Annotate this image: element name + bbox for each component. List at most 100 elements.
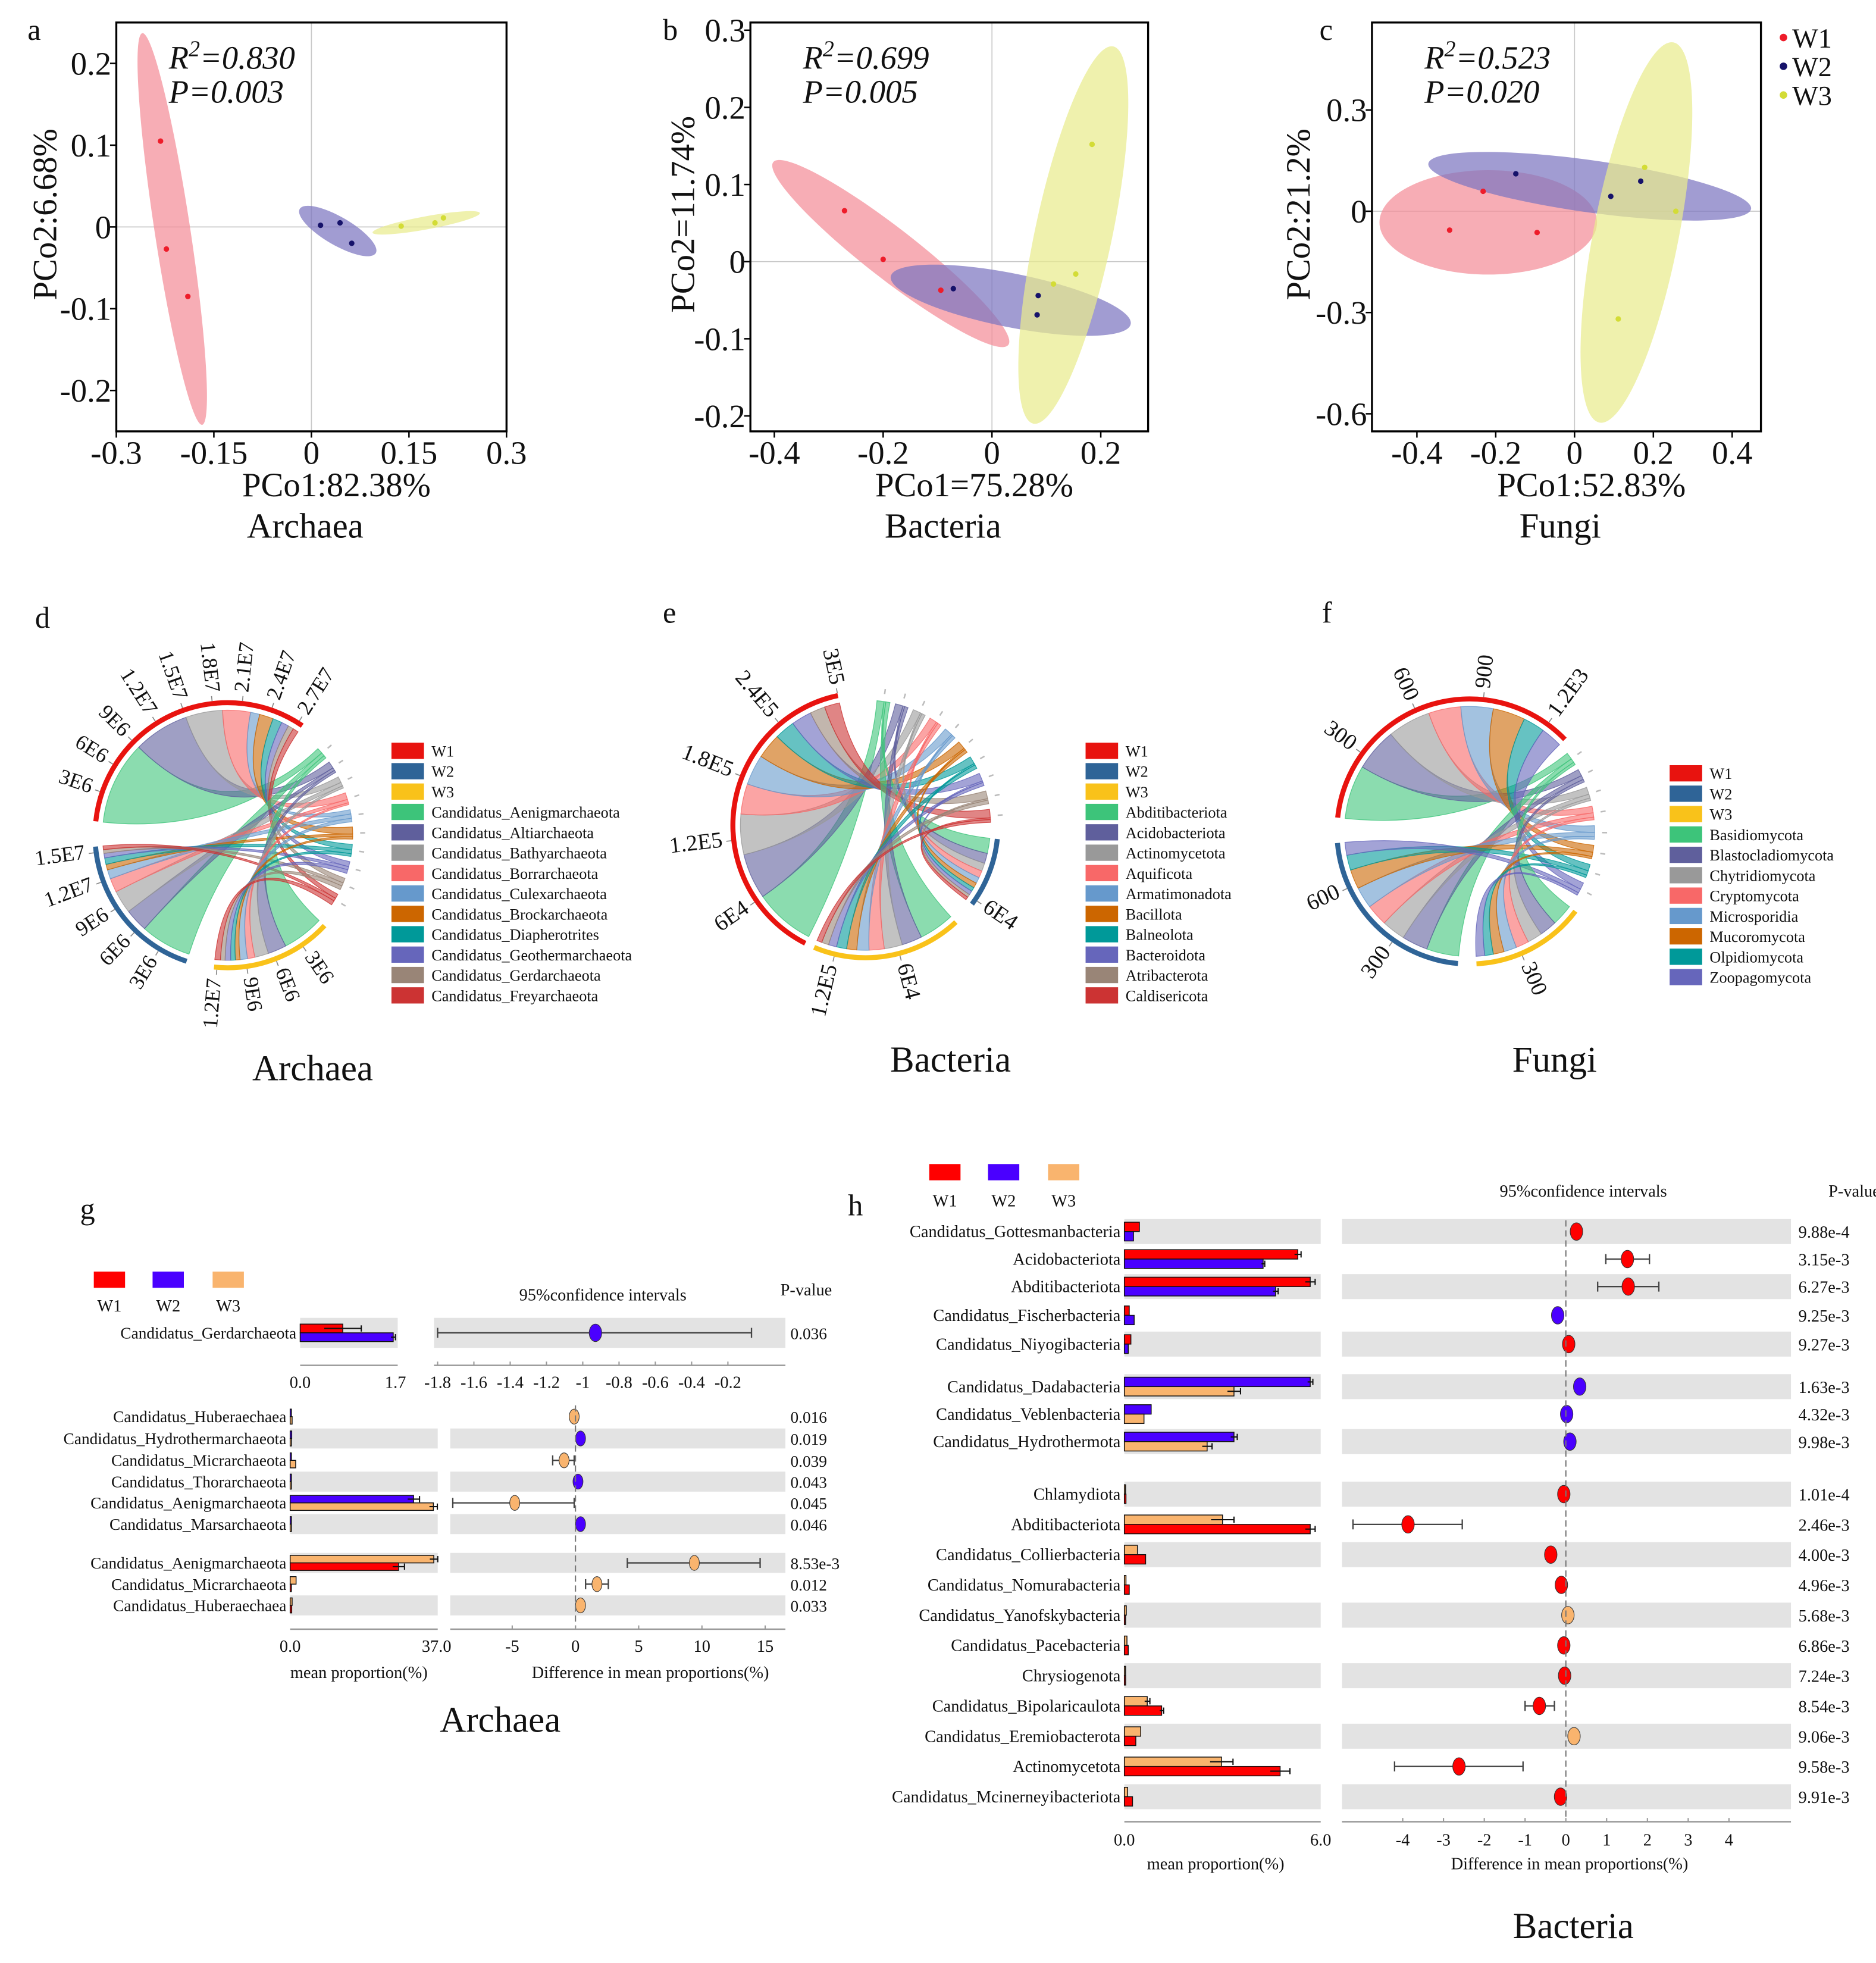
legend-label: Candidatus_Culexarchaeota — [431, 885, 607, 903]
r-symbol: R — [802, 40, 822, 76]
p-value: 7.24e-3 — [1799, 1668, 1850, 1686]
axis-tick-label: 600 — [1388, 663, 1424, 705]
legend-swatch-Candidatus_Diapherotrites — [391, 926, 424, 943]
legend-label: W2 — [1792, 52, 1832, 82]
panel-label: c — [1320, 13, 1333, 46]
y-tick-label: -0.2 — [694, 398, 745, 434]
row-label: Candidatus_Eremiobacterota — [925, 1727, 1121, 1746]
p-value: 0.019 — [790, 1430, 826, 1448]
data-point-W1 — [880, 256, 886, 262]
chord-ribbons — [740, 700, 991, 951]
legend-swatch-Atribacterota — [1085, 966, 1119, 984]
panel-title: Fungi — [1520, 507, 1601, 546]
mean-bar-W1 — [1123, 1494, 1127, 1504]
mean-bar-W2 — [289, 1473, 292, 1482]
axis-tick-label: 3E6 — [124, 951, 162, 993]
row-shade-bar — [290, 1428, 438, 1449]
legend-label: Zoopagomycota — [1709, 969, 1811, 987]
legend-label: Balneolota — [1126, 926, 1194, 944]
group-arc-W1 — [93, 700, 304, 822]
chord-ribbon-W2-Caldisericota — [920, 817, 991, 900]
diff-axis-title: Difference in mean proportions(%) — [532, 1664, 769, 1682]
legend-label: Acidobacteriota — [1126, 824, 1226, 841]
legend-label: Abditibacteriota — [1126, 804, 1227, 821]
row-label: Candidatus_Fischerbacteria — [933, 1307, 1120, 1325]
legend-label: Blastocladiomycota — [1709, 847, 1834, 864]
axis-tick-label: 6E4 — [709, 896, 753, 937]
chord-ribbon-W3-Caldisericota — [816, 819, 991, 943]
diff-axis-title: Difference in mean proportions(%) — [1451, 1855, 1689, 1873]
diff-axis-tick-label: 0 — [571, 1638, 580, 1656]
phylum-sector-mark — [359, 850, 365, 853]
mean-bar-W1 — [1123, 1705, 1163, 1716]
difference-dot-W2 — [575, 1430, 586, 1447]
diff-axis-tick-label: -0.2 — [715, 1373, 741, 1392]
group-arc-W3 — [1476, 909, 1578, 966]
pcoa-panel-a: -0.3 -0.15 0 0.15 0.3 -0.2 -0.1 0 0.1 0.2 R2=0.830… — [27, 13, 527, 545]
row-shade-bar — [1124, 1482, 1321, 1507]
legend-swatch-Mucoromycota — [1670, 928, 1702, 945]
axis-tick — [130, 932, 135, 937]
axis-tick — [299, 716, 303, 721]
y-tick-label: 0.2 — [71, 45, 111, 82]
mean-bar-W3 — [289, 1523, 292, 1532]
chord-ribbon-W1-Candidatus_Aenigmarchaeota — [102, 746, 322, 825]
p-value: 3.15e-3 — [1799, 1251, 1850, 1269]
legend-label: W1 — [1792, 23, 1832, 54]
x-axis-title: PCo1:82.38% — [242, 467, 431, 504]
data-point-W2 — [1608, 193, 1614, 199]
legend-swatch-W3 — [212, 1271, 244, 1288]
phylum-sector-mark — [994, 794, 1000, 797]
confidence-ellipse-W3 — [372, 211, 480, 235]
axis-tick-label: 9E6 — [71, 902, 112, 941]
confidence-ellipse-W3 — [1018, 46, 1129, 424]
mean-bar-W1 — [1123, 1584, 1130, 1595]
row-shade-bar — [1124, 1219, 1321, 1244]
group-arc-W3 — [214, 923, 327, 970]
x-tick-label: 0.2 — [1633, 435, 1674, 471]
axis-tick — [303, 947, 307, 952]
mean-bar-W3 — [1123, 1413, 1145, 1424]
diff-axis-tick-label: -0.8 — [606, 1373, 632, 1392]
legend-label: Candidatus_Altiarchaeota — [431, 824, 594, 841]
axis-tick — [976, 900, 982, 904]
legend-marker-W3 — [1780, 91, 1787, 99]
x-axis-title: PCo1=75.28% — [875, 467, 1073, 504]
diff-axis-tick-label: -4 — [1396, 1831, 1410, 1849]
legend-swatch-W1 — [929, 1164, 961, 1181]
phylum-sector-mark — [349, 886, 355, 890]
data-point-W3 — [440, 215, 446, 221]
table-row: Candidatus_Marsarchaeota 0.046 — [109, 1514, 827, 1535]
row-shade-bar — [1124, 1542, 1321, 1567]
panel-label: f — [1322, 596, 1332, 629]
data-point-W1 — [841, 208, 848, 214]
axis-tick — [127, 736, 132, 741]
phylum-sector-mark — [1600, 852, 1606, 855]
p-value: 9.58e-3 — [1799, 1758, 1850, 1777]
legend-swatch-Actinomycetota — [1085, 844, 1119, 861]
bar-axis-tick-label: 1.7 — [385, 1373, 406, 1392]
data-point-W2 — [1035, 293, 1041, 299]
phylum-sector-mark — [968, 738, 973, 743]
legend-label: Atribacterota — [1126, 967, 1208, 984]
p-value: 4.00e-3 — [1799, 1546, 1850, 1565]
legend-swatch-Microsporidia — [1670, 907, 1702, 925]
data-point-W2 — [318, 223, 324, 228]
group-arc-W1 — [1335, 696, 1567, 818]
bar-axis-tick-label: 0.0 — [280, 1638, 300, 1656]
phylum-sector-mark — [338, 759, 344, 764]
axis-tick-label: 1.2E7 — [115, 664, 162, 719]
diff-axis-tick-label: -1.8 — [424, 1373, 451, 1392]
difference-dot-W1 — [1562, 1335, 1576, 1354]
chord-ribbon-W2-Candidatus_Freyarchaeota — [102, 844, 336, 901]
row-shade-bar — [1124, 1784, 1321, 1809]
y-axis-title: PCo2:21.2% — [1280, 129, 1317, 300]
legend-swatch-Olpidiomycota — [1670, 948, 1702, 965]
data-point-W1 — [1446, 227, 1452, 233]
x-tick-label: 0 — [984, 435, 1000, 471]
row-shade-bar — [290, 1472, 438, 1492]
legend-label: W3 — [1126, 784, 1148, 801]
data-point-W2 — [337, 220, 343, 226]
table-row: Acidobacteriota 3.15e-3 — [1013, 1249, 1850, 1269]
